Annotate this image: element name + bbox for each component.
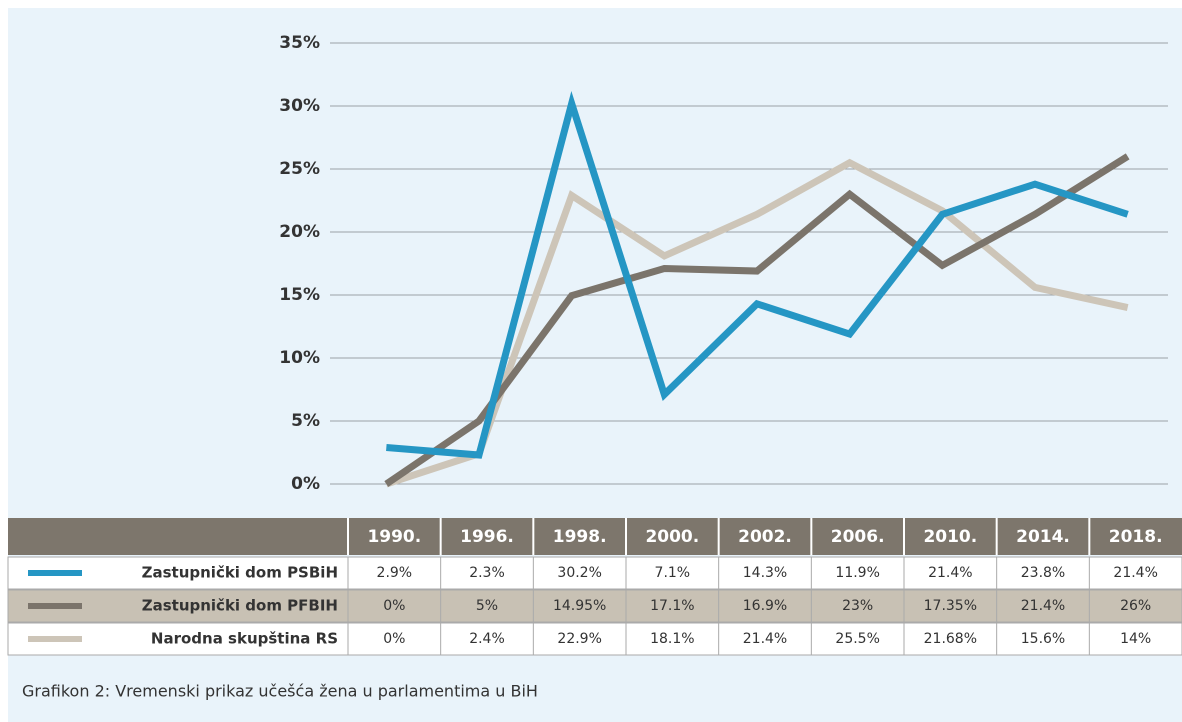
value-label: 21.4% bbox=[1021, 598, 1065, 614]
value-label: 7.1% bbox=[655, 565, 691, 581]
value-label: 26% bbox=[1120, 598, 1151, 614]
value-label: 25.5% bbox=[835, 631, 879, 647]
value-label: 21.4% bbox=[928, 565, 972, 581]
x-tick-label: 1990. bbox=[367, 527, 421, 547]
legend-label: Zastupnički dom PSBiH bbox=[142, 564, 338, 582]
y-tick-label: 5% bbox=[291, 411, 320, 431]
value-label: 17.35% bbox=[924, 598, 977, 614]
y-tick-label: 30% bbox=[279, 96, 320, 116]
x-tick-label: 2006. bbox=[831, 527, 885, 547]
table-row bbox=[7, 622, 1182, 656]
y-tick-label: 25% bbox=[279, 159, 320, 179]
value-label: 14% bbox=[1120, 631, 1151, 647]
value-label: 11.9% bbox=[835, 565, 879, 581]
value-label: 14.95% bbox=[553, 598, 606, 614]
x-tick-label: 2000. bbox=[645, 527, 699, 547]
legend-label: Zastupnički dom PFBIH bbox=[142, 597, 338, 615]
value-label: 30.2% bbox=[557, 565, 601, 581]
value-label: 18.1% bbox=[650, 631, 694, 647]
series-line bbox=[385, 158, 1129, 488]
value-label: 16.9% bbox=[743, 598, 787, 614]
value-label: 22.9% bbox=[557, 631, 601, 647]
value-label: 23.8% bbox=[1021, 565, 1065, 581]
x-tick-label: 2014. bbox=[1016, 527, 1070, 547]
x-tick-label: 2010. bbox=[923, 527, 977, 547]
value-label: 21.4% bbox=[743, 631, 787, 647]
value-label: 14.3% bbox=[743, 565, 787, 581]
value-label: 0% bbox=[383, 598, 405, 614]
y-tick-label: 0% bbox=[291, 474, 320, 494]
caption: Grafikon 2: Vremenski prikaz učešća žena… bbox=[22, 682, 538, 701]
series-line bbox=[384, 153, 1130, 487]
value-label: 21.68% bbox=[924, 631, 977, 647]
table-row bbox=[7, 556, 1182, 590]
table-row bbox=[7, 589, 1182, 623]
value-label: 5% bbox=[476, 598, 498, 614]
y-tick-label: 10% bbox=[279, 348, 320, 368]
value-label: 15.6% bbox=[1021, 631, 1065, 647]
x-tick-label: 1996. bbox=[460, 527, 514, 547]
x-tick-label: 2002. bbox=[738, 527, 792, 547]
x-tick-label: 1998. bbox=[553, 527, 607, 547]
value-label: 23% bbox=[842, 598, 873, 614]
value-label: 17.1% bbox=[650, 598, 694, 614]
value-label: 0% bbox=[383, 631, 405, 647]
x-tick-label: 2018. bbox=[1109, 527, 1163, 547]
y-tick-label: 20% bbox=[279, 222, 320, 242]
value-label: 2.4% bbox=[469, 631, 505, 647]
value-label: 2.9% bbox=[377, 565, 413, 581]
y-tick-label: 35% bbox=[279, 33, 320, 53]
y-tick-label: 15% bbox=[279, 285, 320, 305]
table-header bbox=[8, 518, 1182, 555]
value-label: 21.4% bbox=[1113, 565, 1157, 581]
value-label: 2.3% bbox=[469, 565, 505, 581]
series-line bbox=[386, 90, 1129, 459]
legend-label: Narodna skupština RS bbox=[151, 630, 338, 648]
